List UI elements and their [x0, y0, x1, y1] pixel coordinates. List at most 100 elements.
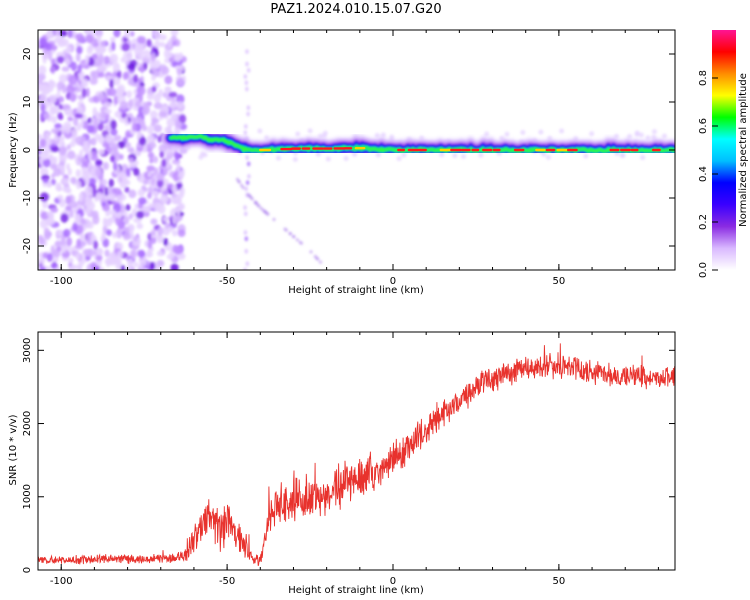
noise-blob — [174, 196, 182, 205]
noise-blob — [110, 119, 117, 130]
noise-blob — [76, 105, 84, 114]
halo-blob — [317, 133, 323, 139]
noise-blob — [159, 41, 166, 48]
noise-blob — [97, 92, 105, 101]
column-blob — [246, 161, 251, 167]
noise-blob — [46, 253, 53, 262]
noise-blob — [72, 116, 79, 127]
noise-blob — [69, 201, 79, 208]
noise-blob — [130, 30, 135, 37]
snr-xtick-label: 50 — [553, 576, 566, 587]
noise-blob — [110, 155, 116, 163]
noise-blob — [121, 175, 128, 183]
snr-series-line — [38, 343, 675, 566]
noise-blob — [176, 163, 181, 173]
noise-blob — [113, 30, 121, 38]
noise-blob — [56, 55, 65, 64]
noise-blob — [109, 78, 114, 89]
noise-blob — [174, 54, 184, 60]
noise-blob — [156, 259, 165, 267]
noise-blob — [88, 177, 96, 186]
noise-blob — [91, 53, 98, 60]
noise-blob — [98, 53, 104, 64]
noise-blob — [75, 253, 81, 260]
noise-blob — [176, 68, 183, 76]
noise-blob — [156, 250, 164, 257]
noise-blob — [164, 86, 172, 93]
noise-blob — [50, 66, 56, 74]
noise-blob — [176, 94, 185, 104]
leakage-blob — [241, 186, 245, 190]
spectrogram-ytick-label: -20 — [22, 238, 33, 254]
noise-blob — [66, 144, 71, 150]
noise-blob — [95, 167, 103, 178]
column-blob — [245, 49, 249, 54]
noise-blob — [103, 101, 112, 108]
noise-blob — [117, 141, 126, 149]
spectrogram-xtick-label: -100 — [50, 276, 73, 287]
noise-blob — [136, 53, 144, 61]
noise-blob — [166, 253, 175, 260]
noise-blob — [162, 92, 168, 98]
noise-blob — [164, 222, 170, 229]
halo-blob — [651, 134, 657, 140]
noise-blob — [86, 124, 95, 134]
noise-blob — [80, 234, 86, 240]
leakage-blob — [309, 250, 313, 254]
noise-blob — [38, 237, 46, 246]
noise-blob — [120, 264, 126, 270]
noise-blob — [108, 178, 115, 188]
noise-blob — [157, 135, 162, 143]
column-blob — [243, 124, 248, 129]
leakage-blob — [298, 240, 302, 244]
noise-blob — [90, 262, 97, 270]
noise-blob — [77, 265, 83, 270]
noise-blob — [154, 40, 161, 48]
noise-blob — [42, 158, 51, 168]
noise-blob — [94, 30, 103, 38]
noise-blob — [107, 259, 117, 266]
colorbar-tick-label: 0.0 — [698, 262, 709, 278]
column-blob — [245, 86, 249, 92]
spectrogram-ylabel: Frequency (Hz) — [8, 112, 19, 188]
noise-blob — [153, 124, 163, 133]
spectrogram-xtick-label: 50 — [553, 276, 566, 287]
noise-blob — [62, 86, 67, 94]
noise-blob — [142, 124, 148, 132]
noise-blob — [87, 196, 93, 207]
noise-blob — [140, 65, 145, 74]
noise-speckle — [38, 30, 671, 270]
noise-blob — [143, 205, 150, 212]
snr-xtick-label: 0 — [390, 576, 396, 587]
noise-blob — [102, 179, 108, 187]
halo-blob — [257, 128, 263, 134]
noise-blob — [110, 143, 119, 151]
noise-blob — [51, 115, 58, 124]
noise-blob — [54, 123, 62, 129]
noise-blob — [65, 195, 71, 205]
noise-blob — [97, 122, 104, 131]
noise-blob — [65, 188, 72, 194]
noise-blob — [128, 213, 133, 220]
noise-blob — [81, 78, 89, 88]
noise-blob — [99, 111, 107, 119]
noise-blob — [172, 229, 178, 237]
noise-blob — [157, 226, 164, 236]
noise-blob — [178, 114, 187, 124]
noise-blob — [150, 218, 158, 226]
noise-blob — [40, 102, 46, 113]
column-blob — [245, 61, 249, 67]
halo-blob — [662, 133, 668, 139]
noise-blob — [147, 171, 152, 177]
leakage-blob — [284, 228, 288, 232]
noise-blob — [127, 147, 135, 153]
noise-blob — [68, 74, 78, 85]
noise-blob — [110, 128, 118, 136]
halo-blob — [634, 131, 640, 137]
noise-blob — [39, 138, 47, 148]
noise-blob — [65, 84, 75, 95]
noise-blob — [97, 46, 107, 53]
noise-blob — [176, 77, 185, 86]
noise-blob — [145, 251, 154, 258]
noise-blob — [84, 206, 91, 215]
